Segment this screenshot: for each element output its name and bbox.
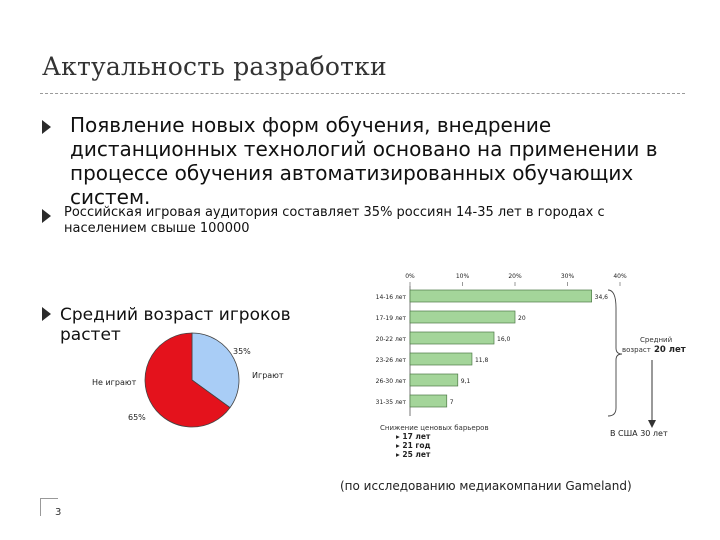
price-barrier-label: Снижение ценовых барьеров [380, 424, 489, 432]
bar [409, 331, 495, 345]
bar [409, 310, 516, 324]
bar-value-label: 16,0 [497, 336, 511, 343]
bullet-arrow-icon [42, 120, 51, 134]
bar-value-label: 9,1 [461, 378, 471, 385]
arrow-down-icon [648, 420, 656, 428]
bullet-arrow-icon [42, 307, 51, 321]
bar [409, 352, 473, 366]
bar-tick-label: 0% [405, 273, 415, 280]
bar [409, 394, 448, 408]
bullet-text-2: Российская игровая аудитория составляет … [64, 205, 605, 236]
price-barrier-item: ▸ 17 лет [396, 432, 431, 441]
source-note: (по исследованию медиакомпании Gameland) [340, 479, 632, 493]
bar [409, 373, 459, 387]
bar-value-label: 34,6 [595, 294, 609, 301]
bullet-text-1: Появление новых форм обучения, внедрение… [70, 113, 658, 209]
bar-category-label: 26-30 лет [376, 378, 407, 385]
bar-category-label: 31-35 лет [376, 399, 407, 406]
pie-value-label-play: 35% [233, 347, 251, 356]
bar-category-label: 20-22 лет [376, 336, 407, 343]
title-divider [40, 93, 685, 94]
pie-category-label-noplay: Не играют [92, 378, 137, 387]
bullet-arrow-icon [42, 209, 51, 223]
pie-slice-play [191, 332, 240, 409]
age-brace [607, 289, 623, 417]
age-bar-chart: 0% 10% 20% 30% 40% 14-16 лет 34,6 17-19 лет 20 20… [376, 273, 686, 459]
avg-age-label: Средний [640, 336, 672, 344]
page-number: 3 [55, 507, 62, 518]
bar-tick-label: 20% [508, 273, 522, 280]
bar-value-label: 11,8 [475, 357, 489, 364]
bar-tick-label: 40% [613, 273, 627, 280]
bar-category-label: 14-16 лет [376, 294, 407, 301]
price-barrier-item: ▸ 25 лет [396, 450, 431, 459]
bar-value-label: 7 [450, 399, 454, 406]
bullet-text-3: Средний возраст игроков растет [60, 305, 291, 345]
bar-category-label: 23-26 лет [376, 357, 407, 364]
bar [409, 289, 592, 303]
avg-age-value: 20 лет [654, 345, 686, 355]
pie-category-label-play: Играют [252, 371, 284, 380]
avg-age-label: возраст [622, 346, 651, 354]
us-age-label: В США 30 лет [610, 429, 668, 438]
bar-category-label: 17-19 лет [376, 315, 407, 322]
pie-value-label-noplay: 65% [128, 413, 146, 422]
price-barrier-item: ▸ 21 год [396, 441, 431, 450]
slide-title: Актуальность разработки [42, 52, 387, 81]
bar-tick-label: 30% [561, 273, 575, 280]
footer-corner [40, 498, 58, 516]
bar-value-label: 20 [518, 315, 526, 322]
bar-tick-label: 10% [456, 273, 470, 280]
pie-slice-noplay [144, 332, 231, 428]
pie-chart [144, 332, 240, 428]
